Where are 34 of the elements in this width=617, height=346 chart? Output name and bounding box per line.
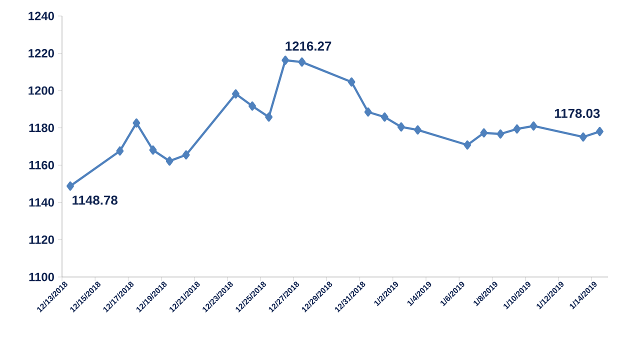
y-tick-label: 1200 [28, 86, 54, 95]
y-tick-label: 1140 [29, 198, 54, 207]
annotation: 1216.27 [286, 42, 332, 51]
y-tick-label: 1220 [28, 49, 54, 58]
point [348, 77, 356, 87]
point [397, 122, 405, 132]
point [132, 118, 140, 128]
point [182, 150, 190, 160]
y-tick-label: 1240 [28, 12, 54, 20]
point [596, 126, 604, 136]
point [149, 145, 157, 155]
point [530, 121, 538, 131]
point [513, 124, 521, 134]
y-tick-label: 1100 [29, 272, 54, 282]
point [248, 101, 256, 111]
point [265, 112, 273, 122]
point [364, 107, 372, 117]
point [66, 181, 74, 191]
point [116, 146, 124, 156]
annotation: 1148.78 [72, 196, 118, 205]
point [166, 156, 174, 166]
y-tick-label: 1180 [29, 124, 54, 132]
point [464, 140, 472, 150]
y-tick-label: 1120 [29, 235, 54, 244]
point [579, 132, 587, 142]
point [282, 56, 290, 65]
point [232, 89, 240, 99]
y-tick-label: 1160 [29, 160, 54, 170]
point [414, 125, 422, 135]
point [480, 128, 488, 138]
point [380, 112, 388, 122]
annotation: 1178.03 [554, 108, 600, 118]
point [298, 57, 306, 67]
point [496, 129, 504, 139]
